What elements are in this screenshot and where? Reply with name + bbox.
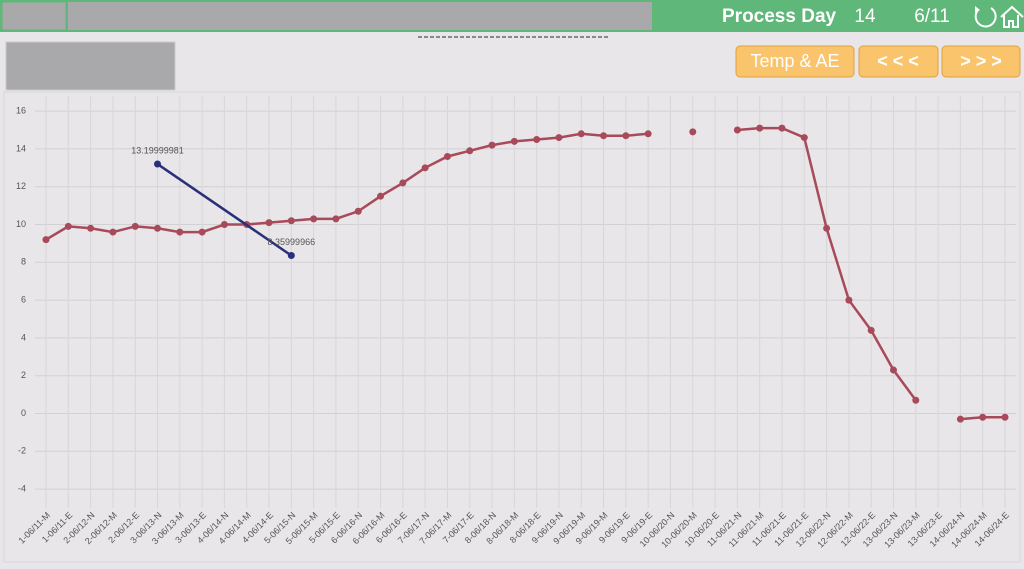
data-point bbox=[979, 413, 987, 421]
data-point bbox=[131, 222, 139, 230]
data-point bbox=[198, 228, 206, 236]
y-tick-label: -2 bbox=[18, 446, 26, 456]
home-icon[interactable] bbox=[1000, 5, 1024, 28]
button-label: < < < bbox=[877, 51, 919, 71]
chart-panel bbox=[3, 91, 1021, 563]
y-tick-label: -4 bbox=[18, 483, 26, 493]
button[interactable]: Temp & AE bbox=[735, 45, 855, 78]
placeholder bbox=[68, 2, 652, 30]
y-tick-label: 6 bbox=[21, 294, 26, 304]
data-point bbox=[87, 224, 95, 232]
data-label: 13.19999981 bbox=[131, 145, 184, 155]
data-point bbox=[867, 326, 875, 334]
data-point bbox=[533, 135, 541, 143]
data-point bbox=[109, 228, 117, 236]
data-point bbox=[377, 192, 385, 200]
data-point bbox=[443, 152, 451, 160]
data-point bbox=[154, 224, 162, 232]
button-label: > > > bbox=[960, 51, 1002, 71]
y-tick-label: 0 bbox=[21, 408, 26, 418]
data-point bbox=[733, 126, 741, 134]
data-point bbox=[577, 130, 585, 138]
y-tick-label: 2 bbox=[21, 370, 26, 380]
data-point bbox=[488, 141, 496, 149]
data-point bbox=[287, 217, 295, 225]
data-point bbox=[622, 132, 630, 140]
data-point bbox=[800, 134, 808, 142]
data-point bbox=[823, 224, 831, 232]
data-point bbox=[42, 236, 50, 244]
data-point bbox=[176, 228, 184, 236]
data-point bbox=[689, 128, 697, 136]
data-point bbox=[778, 124, 786, 132]
header-title: Process Day bbox=[722, 6, 837, 27]
data-point bbox=[889, 366, 897, 374]
data-label: 8.35999966 bbox=[268, 237, 316, 247]
y-tick-label: 14 bbox=[16, 143, 26, 153]
data-point bbox=[421, 164, 429, 172]
series-line bbox=[156, 163, 293, 257]
placeholder bbox=[1, 1, 67, 31]
data-point bbox=[555, 134, 563, 142]
data-point bbox=[600, 132, 608, 140]
data-point bbox=[756, 124, 764, 132]
data-point bbox=[466, 147, 474, 155]
data-point bbox=[220, 221, 228, 229]
data-point bbox=[332, 215, 340, 223]
data-point bbox=[912, 396, 920, 404]
data-point bbox=[354, 207, 362, 215]
data-point bbox=[399, 179, 407, 187]
date: 6/11 bbox=[914, 6, 950, 27]
data-point bbox=[956, 415, 964, 423]
placeholder bbox=[5, 41, 176, 91]
data-point bbox=[644, 130, 652, 138]
y-tick-label: 8 bbox=[21, 257, 26, 267]
data-point bbox=[265, 219, 273, 227]
y-tick-label: 10 bbox=[16, 219, 26, 229]
refresh-icon[interactable] bbox=[974, 6, 997, 28]
data-point bbox=[310, 215, 318, 223]
y-tick-label: 12 bbox=[16, 181, 26, 191]
y-tick-label: 4 bbox=[21, 332, 26, 342]
y-tick-label: 16 bbox=[16, 105, 26, 115]
data-point bbox=[287, 252, 295, 260]
data-point bbox=[845, 296, 853, 304]
button[interactable]: > > > bbox=[941, 45, 1021, 78]
data-point bbox=[154, 160, 162, 168]
button[interactable]: < < < bbox=[858, 45, 939, 78]
day: 14 bbox=[854, 6, 876, 27]
data-point bbox=[510, 137, 518, 145]
button-label: Temp & AE bbox=[750, 51, 839, 71]
data-point bbox=[64, 222, 72, 230]
data-point bbox=[1001, 413, 1009, 421]
